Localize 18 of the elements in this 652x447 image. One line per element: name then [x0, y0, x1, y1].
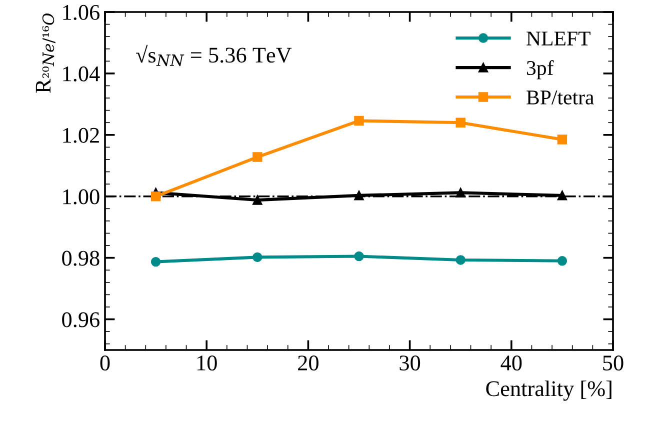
y-tick-label: 1.04 — [63, 66, 100, 82]
y-tick-label: 0.96 — [62, 312, 100, 328]
x-tick-label: 10 — [197, 356, 217, 370]
x-tick-label: 0 — [100, 356, 110, 370]
annotation: √s$_{NN}$ = 5.36 TeV — [136, 44, 292, 66]
y-tick-label: 1.06 — [63, 4, 100, 20]
x-tick-label: 20 — [298, 356, 318, 370]
x-tick-label: 30 — [400, 356, 420, 370]
y-tick-label: 1.02 — [63, 128, 99, 143]
x-tick-label: 50 — [603, 356, 624, 370]
x-axis-title: Centrality [%] — [486, 380, 612, 401]
legend-label: NLEFT — [526, 32, 590, 46]
y-axis-title: R$_{²⁰Ne/¹⁶O}$ — [36, 13, 56, 93]
y-tick-label: 0.98 — [62, 250, 100, 266]
legend-label: 3pf — [526, 60, 554, 80]
x-tick-label: 40 — [500, 356, 522, 370]
y-tick-label: 1.00 — [63, 189, 100, 204]
legend-label: BP/tetra — [526, 90, 594, 104]
